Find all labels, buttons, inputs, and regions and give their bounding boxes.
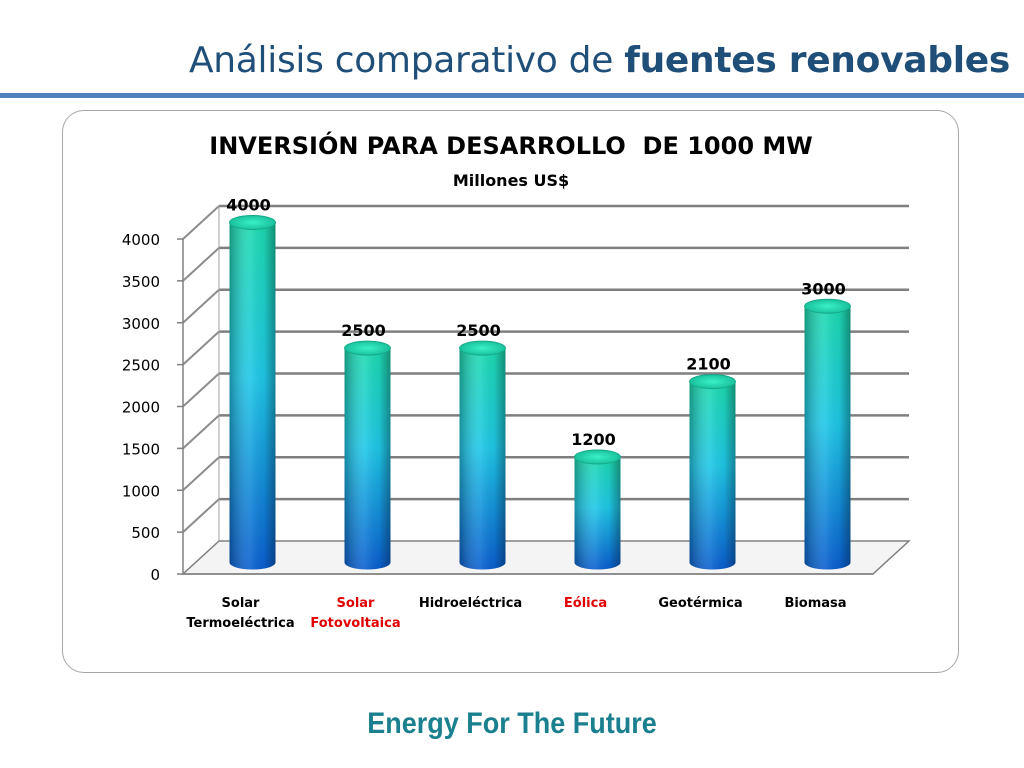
bar-shading: [804, 306, 851, 570]
grid-line-side: [182, 205, 220, 240]
y-tick-label: 3500: [122, 273, 160, 291]
bar-cap: [459, 340, 506, 356]
x-tick-label: Solar Termoeléctrica: [186, 596, 294, 631]
chart-floor: [181, 540, 911, 575]
title-rule: [0, 93, 1024, 98]
data-label: 1200: [571, 430, 616, 449]
y-tick-label: 1500: [122, 440, 160, 458]
y-tick-label: 500: [131, 524, 160, 542]
chart-frame: INVERSIÓN PARA DESARROLLO DE 1000 MW Mil…: [62, 110, 959, 673]
grid-line-side: [182, 330, 220, 366]
bar: [689, 374, 736, 570]
y-tick-label: 1000: [122, 482, 160, 500]
bar-cap: [344, 340, 391, 356]
y-tick-label: 0: [150, 566, 160, 584]
grid-line-side: [182, 289, 220, 324]
grid-line-side: [182, 247, 220, 282]
x-tick-line: Solar: [337, 596, 376, 611]
bar-shading: [689, 381, 736, 570]
bar-shading: [344, 348, 391, 570]
x-tick-line: Hidroeléctrica: [419, 596, 522, 611]
slide-title: Análisis comparativo de fuentes renovabl…: [189, 40, 1010, 81]
x-tick-line: Fotovoltaica: [310, 616, 400, 631]
grid-line-side: [182, 372, 220, 408]
y-tick-labels: 0 500 1000 1500 2000 2500 3000 3500 4000: [122, 231, 160, 584]
x-tick-line: Termoeléctrica: [186, 616, 294, 631]
bar-cap: [689, 374, 736, 390]
slide-title-bold: fuentes renovables: [624, 40, 1010, 81]
x-tick-line: Eólica: [564, 596, 607, 611]
x-tick-label: Geotérmica: [658, 596, 742, 611]
bar: [459, 340, 506, 570]
bar-cap: [804, 298, 851, 314]
x-tick-label: Eólica: [564, 596, 607, 611]
grid-line-side: [182, 456, 220, 491]
bar: [344, 340, 391, 570]
bar: [229, 215, 276, 570]
bar-cap: [229, 215, 276, 230]
data-labels: 4000 2500 2500 1200 2100 3000: [226, 196, 846, 450]
bar: [574, 449, 621, 570]
bars: [229, 215, 851, 570]
y-tick-label: 2000: [122, 399, 160, 417]
y-tick-label: 4000: [122, 231, 160, 249]
grid-line-side: [182, 498, 220, 533]
axes: [177, 206, 873, 575]
data-label: 2500: [456, 321, 501, 340]
slide-title-regular: Análisis comparativo de: [188, 40, 625, 81]
bar-chart: INVERSIÓN PARA DESARROLLO DE 1000 MW Mil…: [122, 130, 911, 631]
x-tick-label: Hidroeléctrica: [419, 596, 522, 611]
x-tick-labels: Solar Termoeléctrica Solar Fotovoltaica Hidr…: [186, 596, 846, 631]
grid-line-side: [182, 414, 220, 450]
x-tick-label: Solar Fotovoltaica: [310, 596, 400, 631]
bar: [804, 298, 851, 570]
chart-subtitle: Millones US$: [453, 171, 569, 190]
x-tick-line: Biomasa: [784, 596, 846, 611]
x-tick-line: Geotérmica: [658, 596, 742, 611]
bar-shading: [459, 348, 506, 570]
y-tick-label: 2500: [122, 357, 160, 375]
data-label: 3000: [801, 279, 846, 298]
chart-title: INVERSIÓN PARA DESARROLLO DE 1000 MW: [209, 130, 812, 160]
bar-shading: [574, 457, 621, 570]
grid-lines: [181, 204, 911, 575]
x-tick-line: Solar: [222, 596, 261, 611]
data-label: 2500: [341, 321, 386, 340]
x-tick-label: Biomasa: [784, 596, 846, 611]
bar-cap: [574, 449, 621, 465]
data-label: 2100: [686, 355, 731, 374]
y-tick-label: 3000: [122, 315, 160, 333]
footer-tagline: Energy For The Future: [367, 707, 657, 740]
bar-shading: [229, 222, 276, 570]
data-label: 4000: [226, 196, 271, 215]
